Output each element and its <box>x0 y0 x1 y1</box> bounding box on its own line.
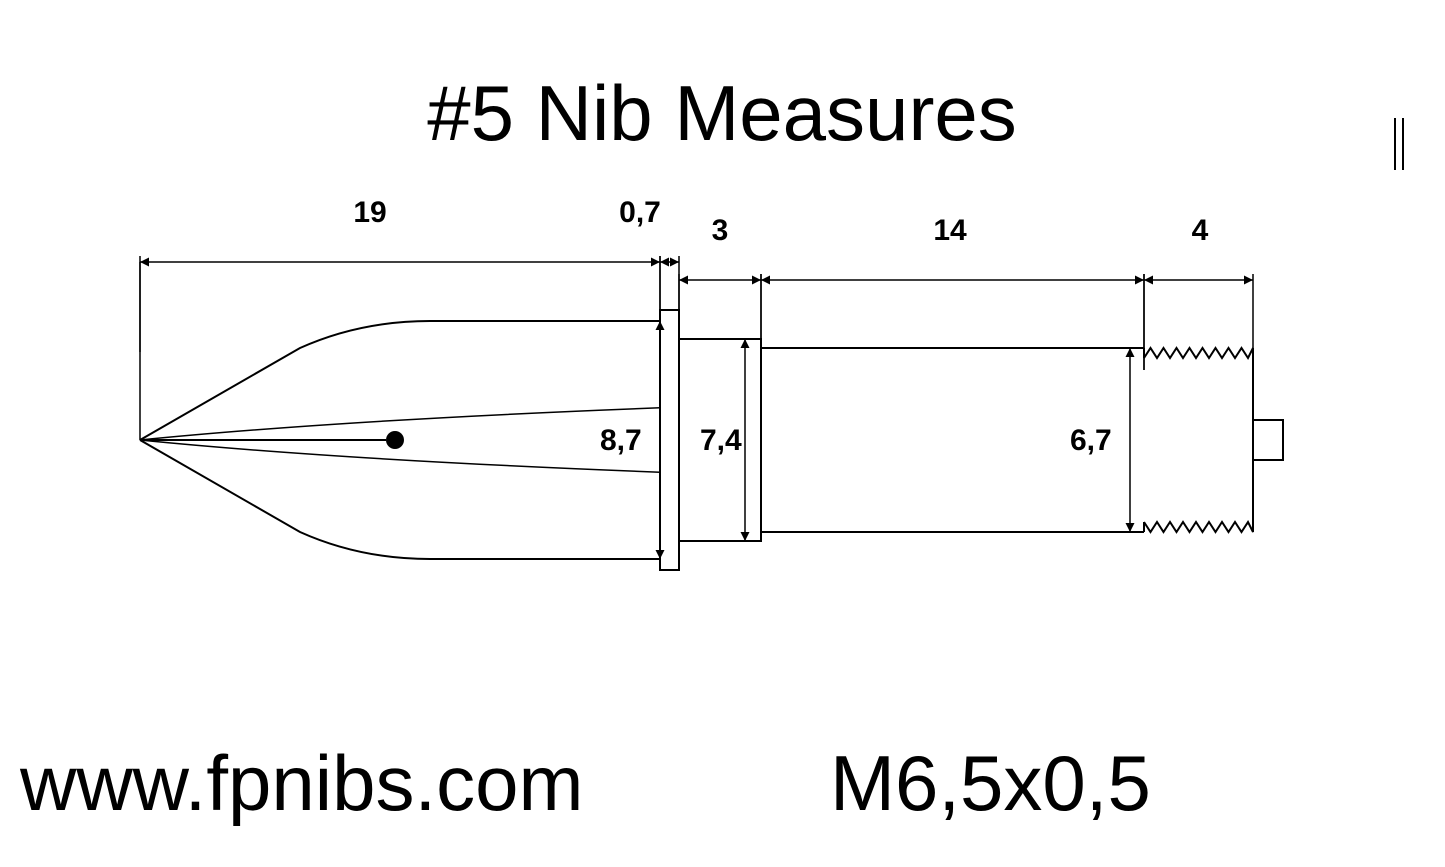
thread-top <box>1144 348 1253 358</box>
collar <box>660 310 679 570</box>
dim-label: 4 <box>1192 214 1209 247</box>
nib-outline-bottom <box>140 321 660 440</box>
dim-label: 6,7 <box>1070 424 1112 457</box>
dim-label: 14 <box>933 214 967 247</box>
nib-outline-top <box>140 440 660 559</box>
thread-bottom <box>1144 522 1253 532</box>
dim-label: 0,7 <box>619 196 661 229</box>
dim-label: 3 <box>712 214 729 247</box>
footer-url: www.fpnibs.com <box>19 739 584 827</box>
breather-hole <box>386 431 404 449</box>
title: #5 Nib Measures <box>427 69 1017 157</box>
dim-label: 7,4 <box>700 424 742 457</box>
dim-label: 19 <box>353 196 386 229</box>
end-pin <box>1253 420 1283 460</box>
dim-label: 8,7 <box>600 424 642 457</box>
footer-thread: M6,5x0,5 <box>830 739 1151 827</box>
